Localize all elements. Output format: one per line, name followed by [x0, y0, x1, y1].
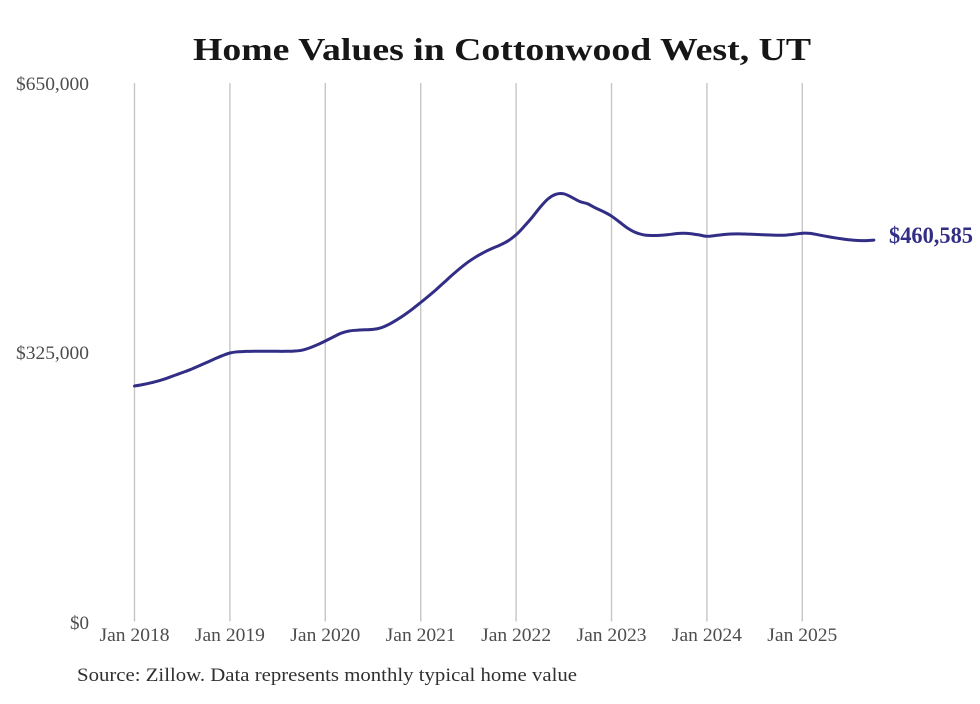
- svg-text:$460,585: $460,585: [889, 223, 973, 248]
- svg-text:Home Values in Cottonwood West: Home Values in Cottonwood West, UT: [193, 31, 811, 67]
- svg-text:Jan 2023: Jan 2023: [577, 625, 647, 646]
- svg-text:Jan 2020: Jan 2020: [290, 625, 360, 646]
- svg-text:Jan 2019: Jan 2019: [195, 625, 265, 646]
- svg-text:$0: $0: [70, 613, 89, 634]
- svg-text:Jan 2024: Jan 2024: [672, 625, 743, 646]
- svg-text:$325,000: $325,000: [16, 343, 89, 364]
- svg-text:Jan 2025: Jan 2025: [767, 625, 837, 646]
- svg-text:Source: Zillow. Data represent: Source: Zillow. Data represents monthly …: [77, 665, 577, 686]
- svg-text:Jan 2022: Jan 2022: [481, 625, 551, 646]
- svg-text:Jan 2018: Jan 2018: [100, 625, 170, 646]
- svg-text:Jan 2021: Jan 2021: [386, 625, 456, 646]
- svg-text:$650,000: $650,000: [16, 74, 89, 95]
